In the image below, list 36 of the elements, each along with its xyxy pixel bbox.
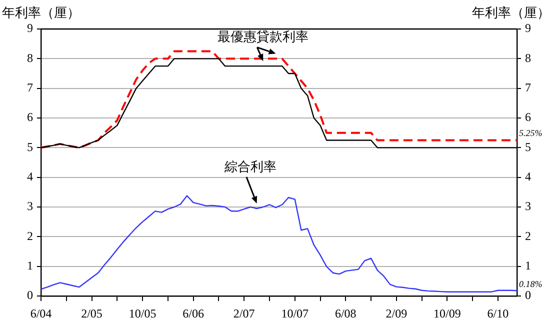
y-tick-label: 9 xyxy=(27,21,33,36)
y-tick-label: 3 xyxy=(27,199,33,214)
x-tick-label: 10/07 xyxy=(281,306,309,320)
y2-tick-label: 0 xyxy=(525,288,531,302)
x-tick-label: 2/05 xyxy=(81,306,102,320)
y-tick-label: 6 xyxy=(27,110,33,124)
text: 0.18% xyxy=(519,278,542,289)
x-tick-label: 10/05 xyxy=(128,306,156,320)
y2-tick-label: 3 xyxy=(525,199,531,214)
y-tick-label: 2 xyxy=(27,228,33,243)
x-tick-label: 6/08 xyxy=(334,306,356,320)
y2-tick-label: 9 xyxy=(525,21,531,36)
y-axis-title: 年利率（厘） xyxy=(2,5,80,22)
y2-tick-label: 4 xyxy=(525,169,531,184)
y-tick-label: 0 xyxy=(27,288,33,302)
x-tick-label: 6/10 xyxy=(487,306,509,320)
y-tick-label: 5 xyxy=(27,140,33,154)
y2-tick-label: 8 xyxy=(525,50,531,65)
x-tick-label: 2/07 xyxy=(233,306,255,320)
annotation: 最優惠貸款利率 xyxy=(218,29,309,46)
y2-tick-label: 1 xyxy=(525,258,531,272)
y2-tick-label: 7 xyxy=(525,80,531,94)
y-tick-label: 4 xyxy=(27,169,33,184)
y-tick-label: 8 xyxy=(27,50,33,65)
y2-tick-label: 6 xyxy=(525,110,531,124)
x-tick-label: 6/06 xyxy=(182,306,204,320)
y2-axis-title: 年利率（厘） xyxy=(472,5,550,22)
y2-tick-label: 5 xyxy=(525,140,531,154)
x-tick-label: 10/09 xyxy=(434,306,461,320)
y2-tick-label: 2 xyxy=(525,228,531,243)
text: 5.25% xyxy=(519,128,542,138)
x-tick-label: 6/04 xyxy=(30,306,52,320)
y-tick-label: 7 xyxy=(27,80,33,94)
x-tick-label: 2/09 xyxy=(386,306,408,320)
annotation: 綜合利率 xyxy=(224,158,276,176)
y-tick-label: 1 xyxy=(27,258,33,272)
